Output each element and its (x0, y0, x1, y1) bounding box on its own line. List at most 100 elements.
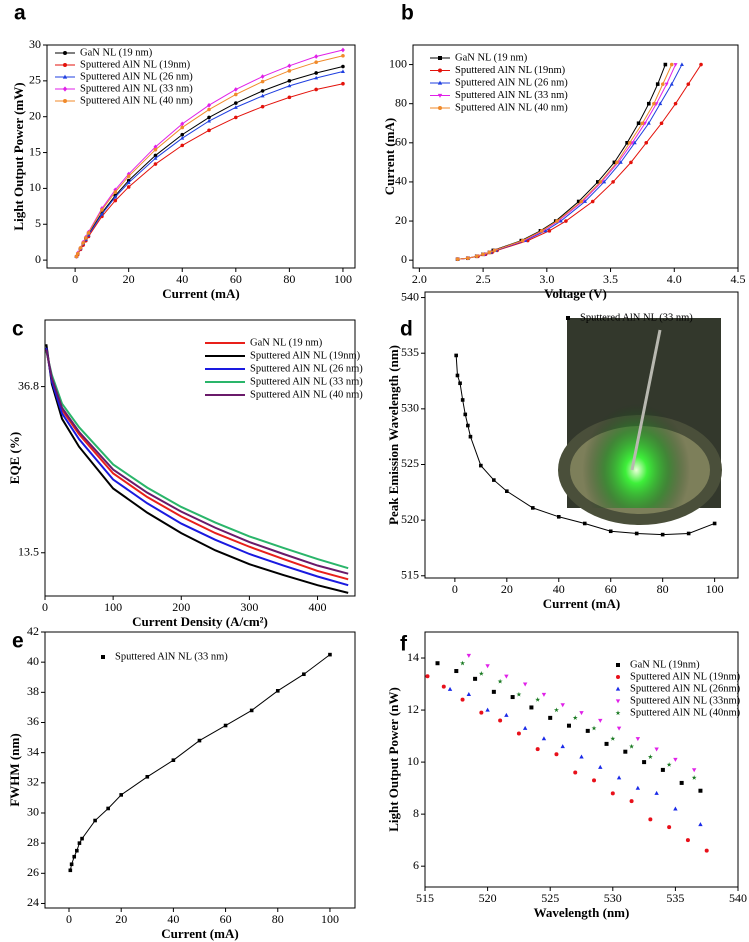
marker (207, 128, 211, 133)
y-tick-label: 15 (29, 144, 41, 158)
marker (686, 82, 691, 86)
marker (691, 775, 697, 780)
x-axis-title: Current (mA) (162, 286, 239, 301)
x-axis-title: Voltage (V) (544, 286, 607, 301)
x-tick-label: 0 (72, 272, 78, 286)
marker (640, 121, 645, 126)
marker (679, 780, 684, 785)
marker (712, 521, 717, 526)
marker (466, 692, 472, 697)
plot-frame (424, 291, 739, 579)
marker (260, 93, 265, 98)
x-tick-label: 2.0 (412, 272, 427, 286)
marker (646, 121, 651, 125)
marker (666, 762, 672, 767)
y-tick-label: 6 (413, 858, 419, 872)
x-axis-title: Current Density (A/cm²) (132, 614, 268, 629)
plot-frame (44, 319, 356, 597)
marker (126, 180, 131, 185)
marker (554, 752, 559, 757)
marker (233, 87, 238, 92)
y-tick-label: 13.5 (18, 545, 39, 559)
marker (664, 82, 669, 87)
marker (654, 790, 659, 795)
marker (233, 105, 238, 109)
y-tick-label: 36.8 (18, 378, 39, 392)
marker (629, 160, 633, 165)
marker (658, 101, 663, 106)
marker (648, 817, 653, 822)
y-tick-label: 36 (27, 714, 39, 728)
legend-label: Sputtered AlN NL (33 nm) (580, 312, 693, 323)
y-tick-label: 10 (407, 754, 419, 768)
y-tick-label: 10 (29, 180, 41, 194)
marker (646, 101, 651, 106)
x-tick-label: 40 (176, 272, 188, 286)
legend-label: GaN NL (19nm) (630, 659, 700, 670)
marker (510, 695, 515, 700)
x-tick-label: 3.5 (603, 272, 618, 286)
legend-label: Sputtered AlN NL (26 nm) (80, 71, 193, 82)
marker (340, 47, 345, 53)
marker (505, 489, 509, 493)
marker (615, 699, 621, 704)
marker (530, 506, 535, 510)
marker (455, 373, 460, 378)
marker (454, 669, 459, 674)
marker (492, 248, 497, 253)
y-tick-label: 28 (27, 835, 39, 849)
y-tick-label: 525 (401, 456, 419, 470)
y-axis-title: Light Output Power (mW) (11, 82, 26, 230)
series-line (455, 355, 715, 536)
marker (63, 51, 67, 55)
y-tick-label: 12 (407, 702, 419, 716)
marker (62, 74, 68, 79)
marker (99, 212, 104, 216)
marker (100, 208, 104, 212)
x-tick-label: 40 (553, 582, 565, 596)
y-tick-label: 100 (389, 56, 407, 70)
marker (101, 655, 105, 659)
panel-letter: c (12, 318, 24, 341)
x-tick-label: 100 (706, 582, 724, 596)
y-tick-label: 34 (27, 744, 39, 758)
marker (314, 60, 318, 65)
marker (647, 754, 653, 760)
marker (341, 64, 345, 69)
marker (669, 62, 674, 67)
x-axis-title: Current (mA) (161, 926, 238, 941)
marker (438, 106, 442, 110)
marker (113, 198, 118, 203)
marker (655, 82, 660, 86)
marker (223, 723, 228, 728)
marker (458, 381, 462, 386)
x-tick-label: 535 (666, 891, 684, 905)
y-tick-label: 25 (29, 73, 41, 87)
marker (207, 118, 212, 123)
marker (81, 241, 85, 245)
marker (487, 250, 492, 255)
marker (492, 478, 496, 482)
x-tick-label: 400 (309, 600, 327, 614)
legend-label: Sputtered AlN NL (33 nm) (115, 651, 228, 662)
x-tick-label: 0 (452, 582, 458, 596)
marker (113, 187, 118, 193)
marker (63, 99, 67, 103)
marker (611, 180, 615, 184)
series-line (69, 654, 331, 871)
marker (566, 316, 570, 320)
marker (604, 741, 609, 746)
marker (654, 747, 659, 752)
y-tick-label: 540 (401, 289, 419, 303)
marker (78, 246, 83, 250)
x-tick-label: 525 (541, 891, 559, 905)
marker (207, 107, 211, 112)
y-axis-title: FWHM (nm) (7, 733, 22, 806)
y-tick-label: 20 (395, 213, 407, 227)
legend-label: Sputtered AlN NL (19nm) (250, 350, 361, 361)
marker (153, 144, 158, 150)
marker (704, 848, 709, 853)
marker (74, 254, 79, 259)
legend-label: Sputtered AlN NL (19nm) (80, 59, 191, 70)
